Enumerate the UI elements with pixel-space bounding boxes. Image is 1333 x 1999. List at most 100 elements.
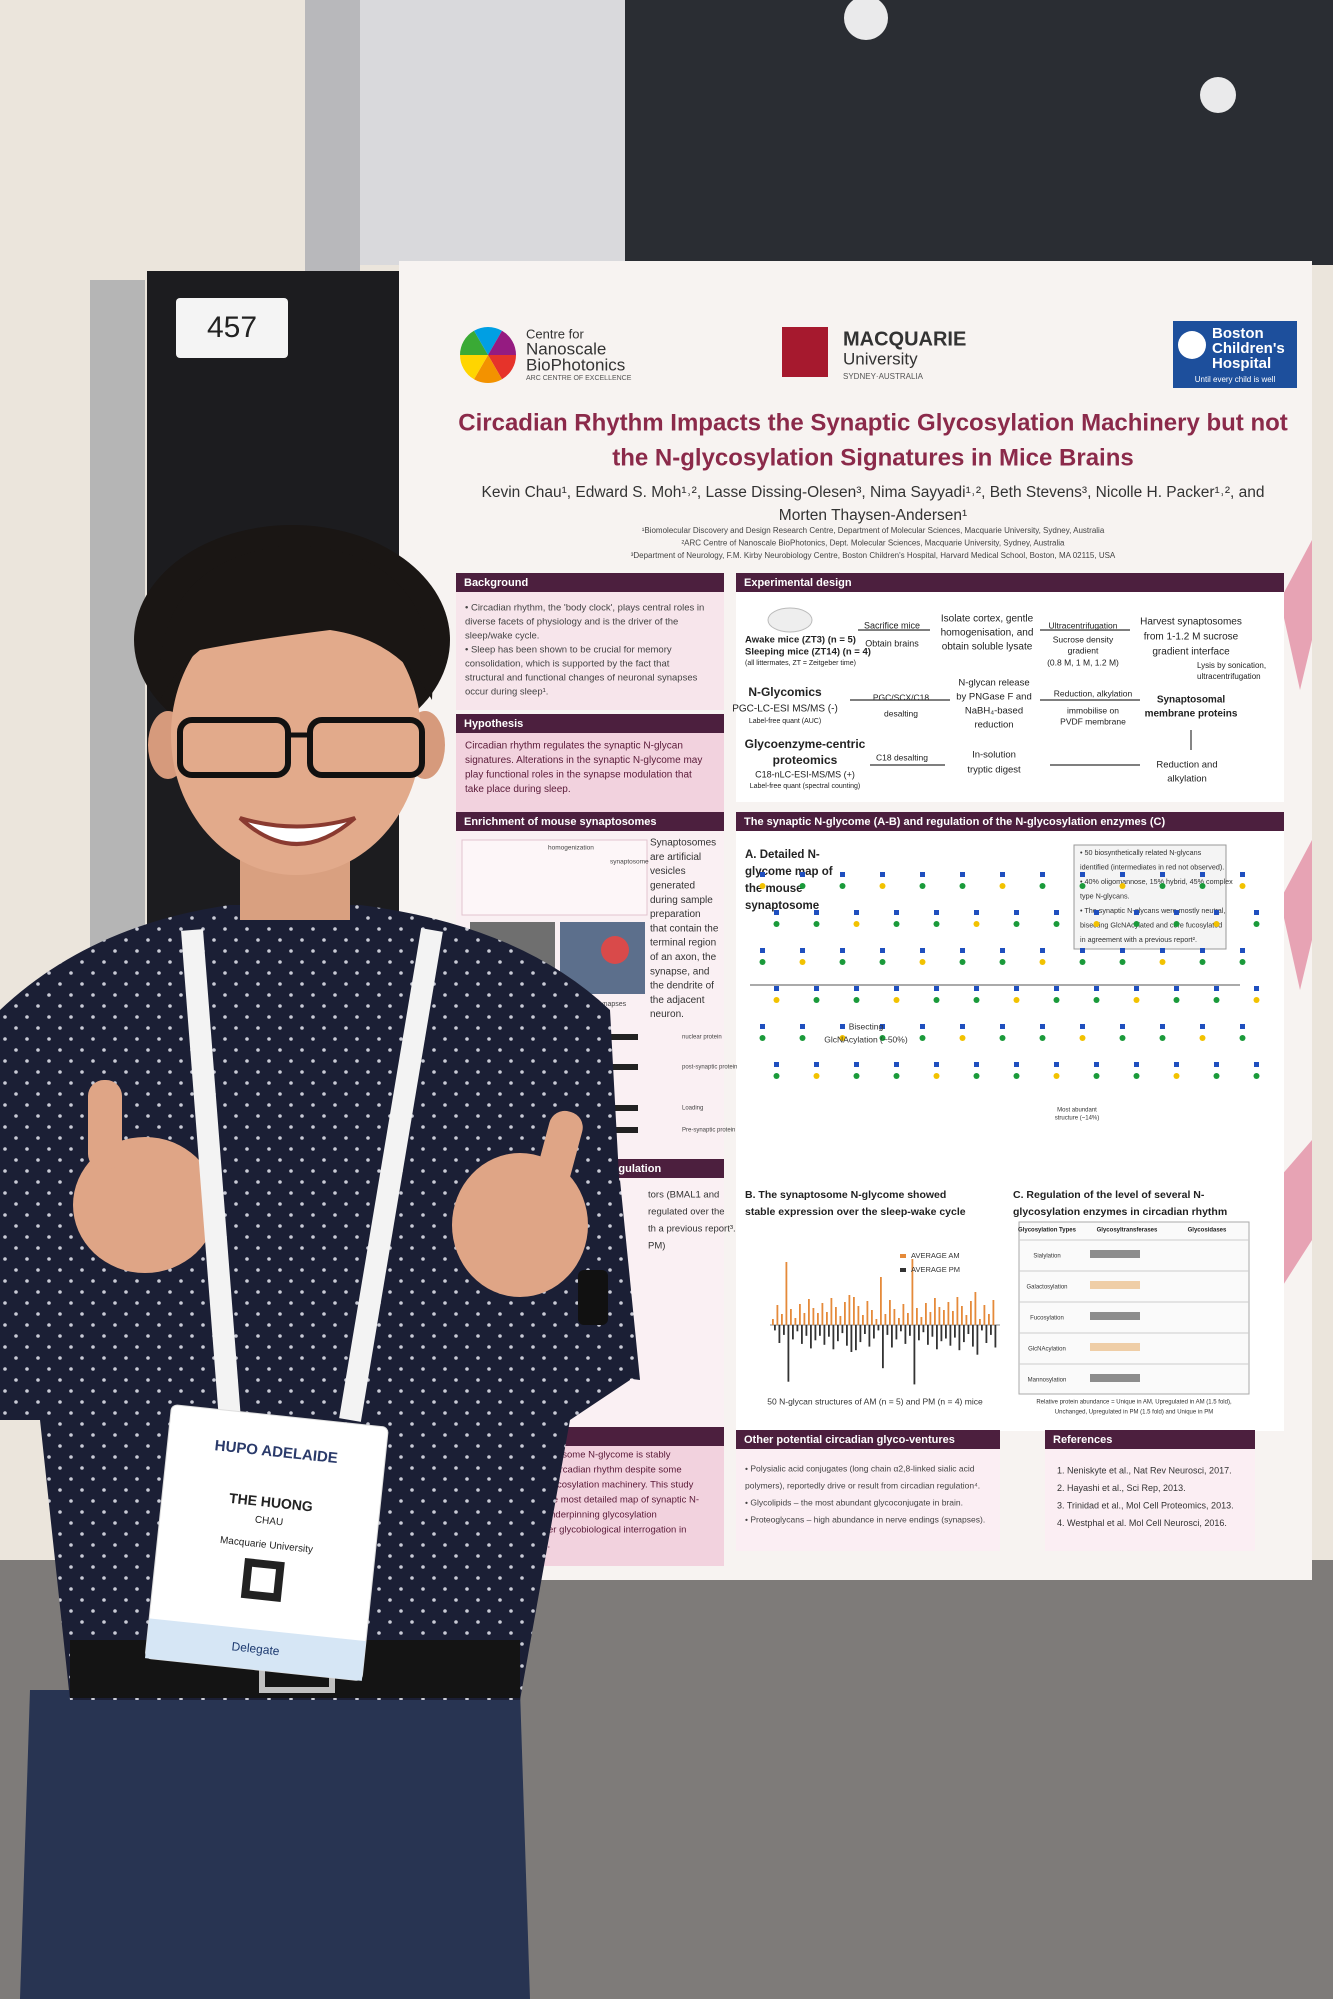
label: Label-free quant (AUC): [749, 718, 821, 725]
bar-am: [961, 1306, 963, 1325]
bar-am: [974, 1292, 977, 1325]
bar-pm: [909, 1325, 911, 1336]
glycan-symbol: [839, 883, 846, 889]
glycan-symbol: [1094, 910, 1099, 915]
bar-pm: [895, 1325, 898, 1340]
label: synaptosome N-glycome is stably: [529, 1450, 671, 1461]
glycan-symbol: [799, 959, 806, 965]
glycan-symbol: [1014, 910, 1019, 915]
bar-pm: [976, 1325, 979, 1355]
glycan-symbol: [760, 872, 765, 877]
glycan-symbol: [759, 1035, 766, 1041]
glycan-symbol: [1214, 986, 1219, 991]
glycan-symbol: [1174, 986, 1179, 991]
glycan-symbol: [974, 910, 979, 915]
bar-am: [862, 1315, 864, 1325]
label: CHAU: [254, 1515, 283, 1529]
bar-pm: [778, 1325, 781, 1343]
bar-am: [821, 1303, 824, 1325]
affiliation: ¹Biomolecular Discovery and Design Resea…: [642, 526, 1105, 535]
glycan-symbol: [893, 1073, 900, 1079]
glycan-symbol: [1160, 1024, 1165, 1029]
label: tors (BMAL1 and: [648, 1190, 719, 1201]
glycan-symbol: [999, 959, 1006, 965]
glycan-symbol: [1253, 997, 1260, 1003]
glycan-symbol: [1093, 921, 1100, 927]
bar-am: [844, 1302, 846, 1325]
label: Glycoenzyme-centric: [745, 737, 866, 751]
glycan-symbol: [1093, 1073, 1100, 1079]
section-heading: Other potential circadian glyco-ventures: [744, 1434, 955, 1446]
label: SYDNEY·AUSTRALIA: [843, 372, 924, 381]
bar-pm: [841, 1325, 844, 1334]
label: membrane proteins: [1145, 709, 1238, 720]
label: Ultracentrifugation: [1049, 620, 1118, 630]
glycan-symbol: [773, 997, 780, 1003]
bar-pm: [796, 1325, 799, 1332]
section-heading: regulation: [608, 1163, 661, 1175]
glycan-symbol: [1000, 948, 1005, 953]
bar-am: [988, 1314, 990, 1325]
label: University: [843, 349, 918, 368]
label: vesicles: [650, 866, 686, 877]
glycan-symbol: [920, 948, 925, 953]
enzyme-names: [1090, 1374, 1140, 1382]
glycan-symbol: [1094, 986, 1099, 991]
bar-pm: [936, 1325, 938, 1350]
label: NaBH₄-based: [965, 706, 1023, 717]
label: obtain soluble lysate: [942, 642, 1033, 653]
label: Mannosylation: [1028, 1378, 1067, 1384]
bar-pm: [918, 1325, 920, 1341]
label: neuron.: [650, 1009, 684, 1020]
glycan-symbol: [814, 910, 819, 915]
bar-pm: [801, 1325, 803, 1344]
enzyme-table: [1018, 1221, 1250, 1395]
hall-screen: [360, 0, 625, 265]
glycan-symbol: [933, 921, 940, 927]
glycan-symbol: [1133, 1073, 1140, 1079]
label: uring circadian rhythm despite some: [529, 1465, 682, 1476]
bar-pm: [994, 1325, 997, 1348]
label: GlcNAcylation: [1028, 1347, 1066, 1353]
logo-wedge: [460, 355, 488, 380]
bar-am: [848, 1295, 851, 1325]
bar-am: [902, 1304, 905, 1325]
label: Reduction and: [1156, 760, 1217, 771]
label: are artificial: [650, 852, 701, 863]
label: Reduction, alkylation: [1054, 688, 1133, 698]
glycan-symbol: [973, 997, 980, 1003]
bar-am: [799, 1304, 801, 1325]
label: GlcNAcylation (~50%): [824, 1034, 908, 1044]
label: post-synaptic protein: [682, 1065, 737, 1071]
lanyard: [181, 929, 241, 1421]
glycan-symbol: [840, 872, 845, 877]
glycan-symbol: [1094, 1062, 1099, 1067]
label: B. The synaptosome N-glycome showed: [745, 1189, 946, 1201]
glycan-symbol: [1254, 1062, 1259, 1067]
glycan-symbol: [960, 948, 965, 953]
glycan-symbol: [800, 948, 805, 953]
section-heading: Experimental design: [744, 577, 852, 589]
bar-pm: [886, 1325, 889, 1335]
section-body: [456, 592, 724, 710]
label: gradient interface: [1152, 647, 1230, 658]
label: • Polysialic acid conjugates (long chain…: [745, 1463, 975, 1473]
glycan-symbol: [1079, 1035, 1086, 1041]
logo-wedge: [474, 327, 502, 355]
glycan-symbol: [1240, 1024, 1245, 1029]
bar-pm: [900, 1325, 902, 1332]
bar-am: [907, 1313, 909, 1325]
glycan-symbol: [1214, 1062, 1219, 1067]
bar-am: [911, 1259, 914, 1325]
label: of an axon, the: [650, 952, 717, 963]
label: Glycosylation Types: [1018, 1228, 1077, 1234]
label: (all littermates, ZT = Zeitgeber time): [745, 660, 856, 667]
poster-number: 457: [207, 311, 257, 344]
glycan-symbol: [1240, 872, 1245, 877]
glycan-symbol: [1079, 959, 1086, 965]
glycan-symbol: [1053, 1073, 1060, 1079]
bar-pm: [904, 1325, 907, 1344]
glycan-symbol: [1120, 948, 1125, 953]
blot-band: [600, 1034, 638, 1040]
label: Synaptosomes: [650, 838, 716, 849]
